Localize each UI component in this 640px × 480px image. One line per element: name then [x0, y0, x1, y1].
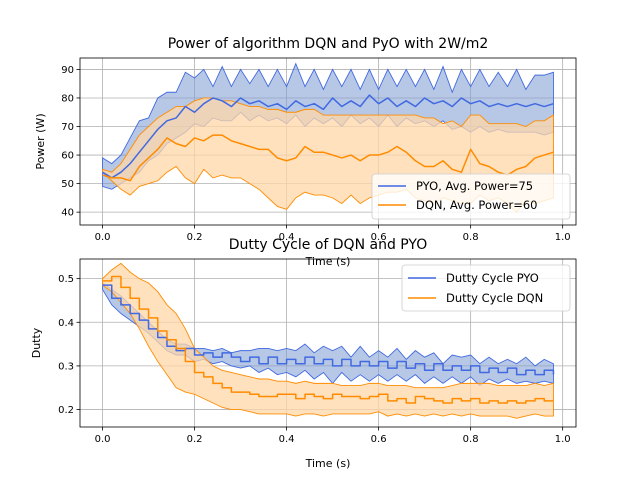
power-x-axis-label: Time (s) — [305, 255, 351, 268]
x-tick-label: 1.0 — [555, 232, 571, 243]
duty-legend-pyo-label: Dutty Cycle PYO — [446, 271, 539, 285]
power-subplot: 0.0 0.2 0.4 0.6 0.8 1.0 40 50 60 70 80 90 Power of… — [34, 36, 577, 268]
x-tick-label: 0.0 — [95, 232, 111, 243]
series-line-dqn — [102, 275, 554, 404]
y-tick-label: 90 — [61, 65, 74, 76]
y-tick-label: 50 — [61, 179, 74, 190]
duty-lines — [102, 275, 555, 404]
duty-legend-box — [401, 264, 571, 312]
y-tick-label: 60 — [61, 151, 74, 162]
x-tick-label: 0.8 — [463, 232, 479, 243]
x-tick-label: 0.6 — [371, 232, 387, 243]
duty-x-axis-label: Time (s) — [305, 457, 351, 470]
x-tick-label: 0.2 — [187, 232, 203, 243]
y-tick-label: 0.2 — [58, 405, 74, 416]
power-lines — [102, 94, 554, 182]
x-tick-label: 0.6 — [371, 434, 387, 445]
y-tick-label: 80 — [61, 93, 74, 104]
x-tick-label: 0.4 — [279, 434, 295, 445]
power-legend: PYO, Avg. Power=75 DQN, Avg. Power=60 — [371, 173, 571, 220]
power-plot-frame — [79, 57, 577, 226]
duty-subplot: 0.0 0.2 0.4 0.6 0.8 1.0 0.2 0.3 0.4 0.5 Dutty Cy… — [30, 237, 577, 470]
power-y-ticks: 40 50 60 70 80 90 — [61, 65, 80, 219]
power-x-ticks: 0.0 0.2 0.4 0.6 0.8 1.0 — [95, 225, 571, 243]
x-tick-label: 0.4 — [279, 232, 295, 243]
power-y-axis-label: Power (W) — [34, 113, 47, 169]
power-chart-title: Power of algorithm DQN and PyO with 2W/m… — [168, 36, 489, 52]
series-line-pyo — [102, 284, 555, 376]
x-tick-label: 0.8 — [463, 434, 479, 445]
y-tick-label: 40 — [61, 208, 74, 219]
power-legend-box — [371, 173, 571, 220]
duty-y-ticks: 0.2 0.3 0.4 0.5 — [58, 274, 80, 416]
y-tick-label: 0.4 — [58, 318, 74, 329]
x-tick-label: 0.0 — [95, 434, 111, 445]
duty-y-axis-label: Dutty — [30, 327, 43, 358]
y-tick-label: 70 — [61, 122, 74, 133]
x-tick-label: 0.2 — [187, 434, 203, 445]
x-tick-label: 1.0 — [555, 434, 571, 445]
duty-bands — [102, 262, 554, 419]
y-tick-label: 0.3 — [58, 361, 74, 372]
duty-plot-frame — [79, 258, 577, 428]
power-legend-dqn-label: DQN, Avg. Power=60 — [416, 198, 537, 212]
series-line-dqn — [102, 134, 554, 182]
duty-legend: Dutty Cycle PYO Dutty Cycle DQN — [401, 264, 571, 312]
confidence-band-dqn — [102, 262, 554, 419]
duty-legend-dqn-label: Dutty Cycle DQN — [446, 291, 543, 305]
y-tick-label: 0.5 — [58, 274, 74, 285]
duty-chart-title: Dutty Cycle of DQN and PYO — [229, 237, 427, 253]
power-legend-pyo-label: PYO, Avg. Power=75 — [416, 179, 533, 193]
duty-x-ticks: 0.0 0.2 0.4 0.6 0.8 1.0 — [95, 427, 571, 445]
series-line-pyo — [102, 94, 554, 179]
